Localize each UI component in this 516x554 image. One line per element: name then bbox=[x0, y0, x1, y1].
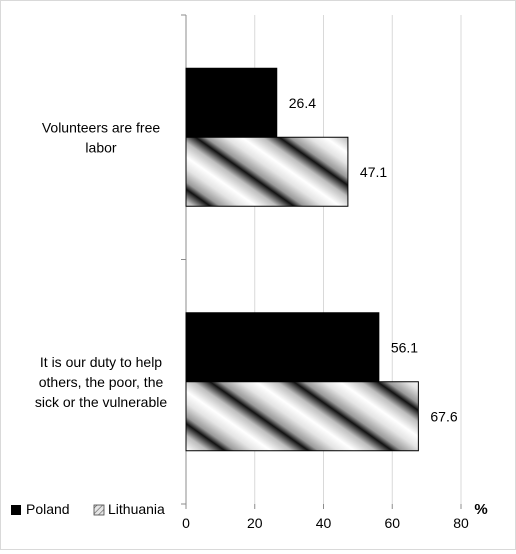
x-tick-label: 60 bbox=[384, 515, 400, 531]
category-label: Volunteers are free bbox=[42, 119, 161, 135]
data-label: 67.6 bbox=[430, 408, 457, 424]
legend-label-poland: Poland bbox=[26, 501, 70, 517]
category-label: It is our duty to help bbox=[40, 354, 162, 370]
legend-swatch-lithuania bbox=[93, 504, 105, 516]
labels: 0 20 40 60 80% 26.4 47.1 Volunteers are free lab… bbox=[35, 95, 488, 531]
x-tick-label: 20 bbox=[247, 515, 263, 531]
category-label: labor bbox=[85, 139, 116, 155]
bars bbox=[185, 67, 419, 452]
legend-label-lithuania: Lithuania bbox=[108, 501, 165, 517]
bar-poland-0 bbox=[185, 67, 278, 138]
category-label: others, the poor, the bbox=[39, 374, 164, 390]
x-tick-label: 40 bbox=[316, 515, 332, 531]
x-tick-label: 0 bbox=[182, 515, 190, 531]
bar-poland-1 bbox=[185, 312, 380, 383]
bar-lithuania-0 bbox=[185, 136, 349, 207]
category-label: sick or the vulnerable bbox=[35, 394, 168, 410]
data-label: 26.4 bbox=[289, 95, 316, 111]
x-tick-label: 80 bbox=[453, 515, 469, 531]
data-label: 47.1 bbox=[360, 164, 387, 180]
x-axis-label: % bbox=[474, 501, 487, 518]
data-label: 56.1 bbox=[391, 339, 418, 355]
legend-swatch-poland bbox=[11, 505, 21, 515]
bar-lithuania-1 bbox=[185, 381, 419, 452]
legend: Poland Lithuania bbox=[11, 501, 165, 517]
